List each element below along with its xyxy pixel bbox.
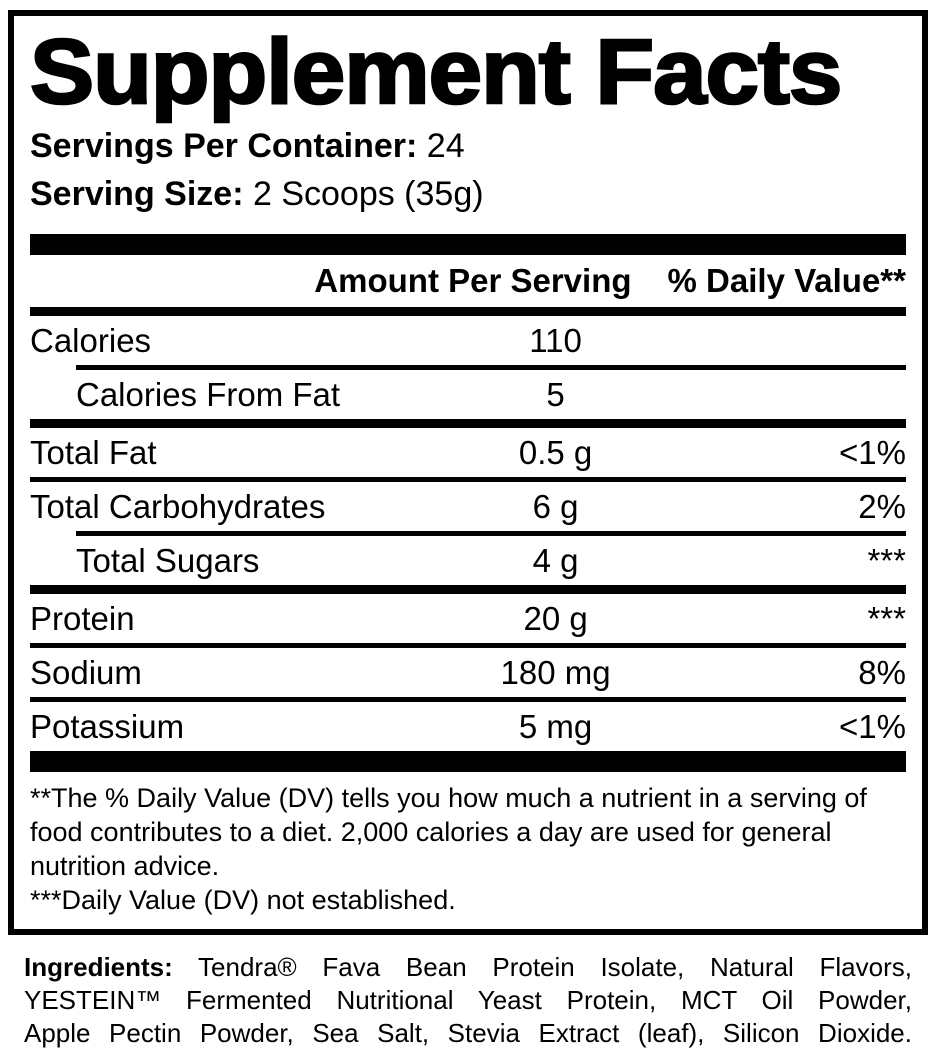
panel-title: Supplement Facts: [29, 21, 844, 124]
table-header-row: Amount Per Serving % Daily Value**: [30, 255, 906, 307]
nutrient-row-calories-from-fat: Calories From Fat 5: [30, 370, 906, 419]
nutrient-amount: 5 mg: [518, 707, 593, 745]
nutrient-daily-value: 8%: [858, 653, 906, 691]
nutrient-label: Potassium: [30, 707, 185, 745]
nutrient-row-potassium: Potassium 5 mg <1%: [30, 702, 906, 751]
nutrient-daily-value: <1%: [839, 707, 906, 745]
divider-bar-bottom: [30, 751, 906, 772]
header-rule: [30, 307, 906, 316]
servings-per-container-line: Servings Per Container: 24: [30, 122, 906, 170]
row-separator: [30, 643, 906, 648]
ingredients-line-1-text: Tendra® Fava Bean Protein Isolate, Natur…: [198, 952, 912, 982]
nutrient-label: Protein: [30, 599, 135, 637]
servings-per-container-label: Servings Per Container:: [30, 127, 418, 165]
nutrient-daily-value: 2%: [858, 487, 906, 525]
ingredients-line-2: YESTEIN™ Fermented Nutritional Yeast Pro…: [24, 985, 912, 1015]
ingredients-section: Ingredients: Tendra® Fava Bean Protein I…: [8, 951, 928, 1050]
nutrient-amount: 20 g: [523, 599, 588, 637]
serving-size-label: Serving Size:: [30, 175, 244, 213]
nutrient-row-total-fat: Total Fat 0.5 g <1%: [30, 428, 906, 477]
ingredients-line-3: Apple Pectin Powder, Sea Salt, Stevia Ex…: [24, 1018, 912, 1048]
nutrient-amount: 0.5 g: [518, 433, 593, 471]
row-separator-thick: [30, 585, 906, 594]
ingredients-line-1: Ingredients: Tendra® Fava Bean Protein I…: [24, 951, 912, 984]
footnotes: **The % Daily Value (DV) tells you how m…: [30, 772, 906, 917]
nutrient-row-sodium: Sodium 180 mg 8%: [30, 648, 906, 697]
not-established-footnote: ***Daily Value (DV) not established.: [30, 885, 456, 915]
row-separator: [30, 697, 906, 702]
column-header-daily-value: % Daily Value**: [667, 262, 906, 299]
nutrient-row-protein: Protein 20 g ***: [30, 594, 906, 643]
nutrient-amount: 5: [546, 375, 565, 413]
nutrient-label: Total Sugars: [76, 541, 260, 579]
nutrient-daily-value: ***: [867, 599, 906, 637]
nutrient-label: Sodium: [30, 653, 142, 691]
nutrient-amount: 6 g: [532, 487, 579, 525]
nutrient-row-total-carbohydrates: Total Carbohydrates 6 g 2%: [30, 482, 906, 531]
serving-size-value: 2 Scoops (35g): [252, 175, 484, 213]
servings-per-container-value: 24: [426, 127, 465, 165]
nutrient-amount: 4 g: [532, 541, 579, 579]
nutrient-label: Calories: [30, 321, 152, 359]
row-separator-thick: [30, 419, 906, 428]
supplement-facts-panel: Supplement Facts Servings Per Container:…: [8, 10, 928, 935]
column-header-amount: Amount Per Serving: [314, 262, 632, 299]
daily-value-footnote: **The % Daily Value (DV) tells you how m…: [30, 783, 867, 881]
nutrient-amount: 180 mg: [500, 653, 611, 691]
ingredients-label: Ingredients:: [24, 952, 173, 982]
row-separator: [30, 477, 906, 482]
divider-bar-top: [30, 234, 906, 255]
nutrient-amount: 110: [529, 321, 582, 359]
serving-size-line: Serving Size: 2 Scoops (35g): [30, 170, 906, 218]
nutrient-row-calories: Calories 110: [30, 316, 906, 365]
nutrient-label: Total Carbohydrates: [30, 487, 326, 525]
row-separator: [76, 365, 906, 370]
nutrient-label: Calories From Fat: [76, 375, 341, 413]
row-separator: [76, 531, 906, 536]
nutrient-daily-value: ***: [867, 541, 906, 579]
nutrient-label: Total Fat: [30, 433, 157, 471]
nutrient-row-total-sugars: Total Sugars 4 g ***: [30, 536, 906, 585]
nutrient-daily-value: <1%: [839, 433, 906, 471]
